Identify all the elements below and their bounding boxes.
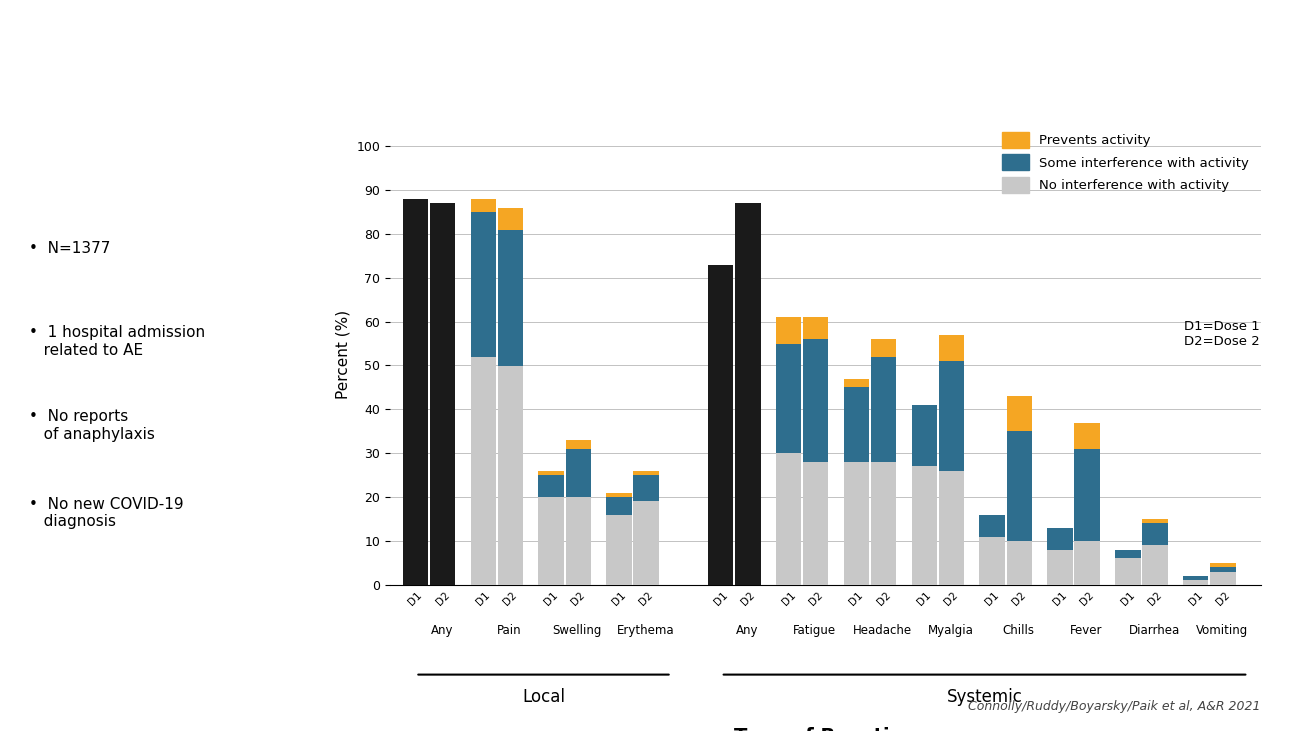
Bar: [1006, 431, 1032, 541]
Bar: [1006, 541, 1032, 585]
Text: Systemic: Systemic: [946, 689, 1023, 706]
Bar: [566, 449, 592, 497]
Bar: [471, 357, 497, 585]
Bar: [911, 405, 937, 466]
Bar: [430, 203, 455, 585]
Bar: [776, 453, 801, 585]
Bar: [708, 265, 733, 585]
Text: Dose 1 & 2 Reactogenicity: Dose 1 & 2 Reactogenicity: [374, 29, 926, 70]
Text: •  N=1377: • N=1377: [29, 241, 110, 257]
Bar: [498, 230, 523, 366]
Bar: [1210, 563, 1235, 567]
Legend: Prevents activity, Some interference with activity, No interference with activit: Prevents activity, Some interference wit…: [997, 126, 1254, 198]
Bar: [1183, 576, 1209, 580]
Bar: [1006, 396, 1032, 431]
Bar: [566, 497, 592, 585]
Text: Connolly/Ruddy/Boyarsky/Paik et al, A&R 2021: Connolly/Ruddy/Boyarsky/Paik et al, A&R …: [968, 700, 1261, 713]
Bar: [498, 208, 523, 230]
Bar: [939, 361, 965, 471]
Bar: [1210, 572, 1235, 585]
Bar: [871, 462, 896, 585]
Text: Any: Any: [736, 624, 758, 637]
Bar: [1115, 558, 1140, 585]
Bar: [803, 339, 828, 462]
Bar: [1210, 567, 1235, 572]
Bar: [606, 493, 632, 497]
Text: Headache: Headache: [853, 624, 913, 637]
Text: Fever: Fever: [1070, 624, 1102, 637]
Bar: [939, 335, 965, 361]
Bar: [498, 366, 523, 585]
Bar: [1143, 519, 1167, 523]
Bar: [979, 537, 1005, 585]
Bar: [606, 497, 632, 515]
Bar: [844, 462, 870, 585]
Bar: [403, 199, 428, 585]
Bar: [871, 357, 896, 462]
Bar: [803, 462, 828, 585]
Bar: [538, 475, 564, 497]
Bar: [803, 317, 828, 339]
Bar: [736, 203, 760, 585]
Text: •  No new COVID-19
   diagnosis: • No new COVID-19 diagnosis: [29, 497, 183, 529]
Bar: [538, 497, 564, 585]
Bar: [939, 471, 965, 585]
Text: D1=Dose 1
D2=Dose 2: D1=Dose 1 D2=Dose 2: [1183, 320, 1260, 348]
Bar: [871, 339, 896, 357]
Text: Chills: Chills: [1002, 624, 1035, 637]
Bar: [606, 515, 632, 585]
Text: Local: Local: [523, 689, 566, 706]
Bar: [1143, 545, 1167, 585]
Bar: [1074, 541, 1100, 585]
Bar: [633, 501, 659, 585]
Bar: [1074, 423, 1100, 449]
Text: Type of Reaction: Type of Reaction: [734, 727, 916, 731]
Bar: [979, 515, 1005, 537]
Text: Diarrhea: Diarrhea: [1128, 624, 1180, 637]
Bar: [776, 317, 801, 344]
Bar: [633, 471, 659, 475]
Y-axis label: Percent (%): Percent (%): [335, 310, 351, 399]
Bar: [471, 199, 497, 212]
Bar: [844, 379, 870, 387]
Bar: [538, 471, 564, 475]
Text: Swelling: Swelling: [552, 624, 602, 637]
Bar: [911, 466, 937, 585]
Text: Myalgia: Myalgia: [928, 624, 974, 637]
Bar: [1115, 550, 1140, 558]
Bar: [633, 475, 659, 501]
Text: •  No reports
   of anaphylaxis: • No reports of anaphylaxis: [29, 409, 155, 442]
Bar: [471, 212, 497, 357]
Text: Any: Any: [430, 624, 452, 637]
Text: Vomiting: Vomiting: [1196, 624, 1248, 637]
Text: •  1 hospital admission
   related to AE: • 1 hospital admission related to AE: [29, 325, 204, 357]
Text: Erythema: Erythema: [616, 624, 675, 637]
Bar: [1048, 528, 1072, 550]
Bar: [1048, 550, 1072, 585]
Bar: [1183, 580, 1209, 585]
Bar: [844, 387, 870, 462]
Bar: [776, 344, 801, 453]
Bar: [566, 440, 592, 449]
Text: Pain: Pain: [498, 624, 521, 637]
Text: Fatigue: Fatigue: [793, 624, 836, 637]
Bar: [1074, 449, 1100, 541]
Bar: [1143, 523, 1167, 545]
